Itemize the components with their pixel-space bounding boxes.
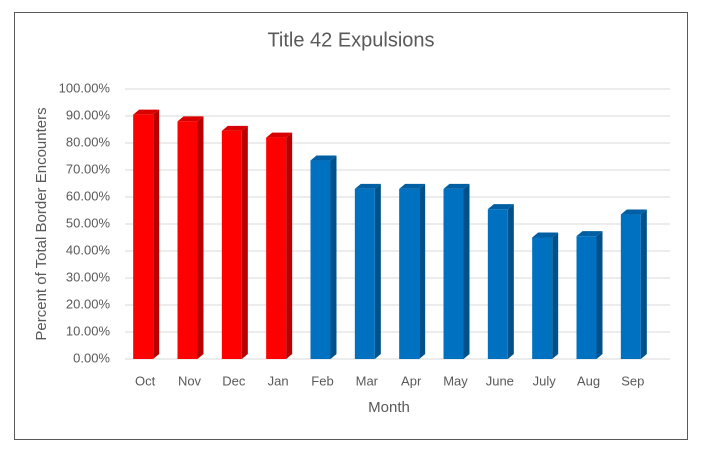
y-tick-label: 90.00% — [66, 107, 111, 122]
bar-side — [552, 232, 559, 359]
chart-border — [14, 12, 688, 440]
y-tick-label: 40.00% — [66, 242, 111, 257]
bar-side — [419, 183, 426, 359]
bar-side — [596, 231, 603, 359]
x-tick-label: May — [443, 373, 468, 388]
bar — [399, 188, 420, 359]
x-tick-label: Sep — [621, 373, 644, 388]
bar-side — [197, 116, 204, 360]
bar-top — [354, 183, 381, 189]
bar-top — [620, 209, 647, 215]
bar — [177, 121, 198, 360]
x-axis-title: Month — [368, 399, 410, 416]
x-tick-label: Mar — [356, 373, 379, 388]
y-tick-label: 70.00% — [66, 161, 111, 176]
bar-top — [177, 116, 204, 122]
bar — [133, 114, 154, 360]
y-tick-label: 20.00% — [66, 296, 111, 311]
bar-top — [310, 155, 337, 161]
y-tick-label: 50.00% — [66, 215, 111, 230]
bar-top — [443, 183, 470, 189]
bar — [310, 160, 331, 359]
bar-side — [374, 183, 381, 359]
y-tick-label: 60.00% — [66, 188, 111, 203]
x-tick-label: Apr — [401, 373, 422, 388]
bar-side — [507, 204, 514, 359]
x-tick-label: Feb — [311, 373, 333, 388]
bar — [354, 188, 375, 359]
x-tick-label: Oct — [135, 373, 156, 388]
bar-top — [399, 183, 426, 189]
bar-side — [241, 125, 248, 359]
bar-top — [576, 231, 603, 237]
bar — [620, 214, 641, 359]
bar-top — [532, 232, 559, 238]
y-tick-label: 30.00% — [66, 269, 111, 284]
bar — [443, 188, 464, 359]
bar-top — [487, 204, 514, 210]
x-tick-label: Aug — [577, 373, 600, 388]
bar-top — [133, 109, 160, 115]
bar — [221, 130, 242, 359]
bar — [576, 236, 597, 359]
y-axis-title: Percent of Total Border Encounters — [33, 107, 50, 340]
y-tick-label: 100.00% — [59, 80, 111, 95]
y-tick-label: 0.00% — [73, 350, 110, 365]
y-tick-label: 80.00% — [66, 134, 111, 149]
x-tick-label: June — [486, 373, 514, 388]
bar-top — [221, 125, 248, 131]
chart-title: Title 42 Expulsions — [267, 29, 434, 51]
bar — [532, 237, 553, 359]
x-tick-label: Jan — [268, 373, 289, 388]
bar — [266, 137, 287, 359]
bar-side — [330, 155, 337, 359]
bar — [487, 209, 508, 359]
y-tick-label: 10.00% — [66, 323, 111, 338]
x-tick-label: Dec — [222, 373, 246, 388]
bar-top — [266, 132, 293, 138]
bar-side — [153, 109, 160, 360]
bar-side — [640, 209, 647, 359]
bar-side — [286, 132, 293, 359]
x-tick-label: July — [533, 373, 557, 388]
bar-side — [463, 183, 470, 359]
x-tick-label: Nov — [178, 373, 202, 388]
